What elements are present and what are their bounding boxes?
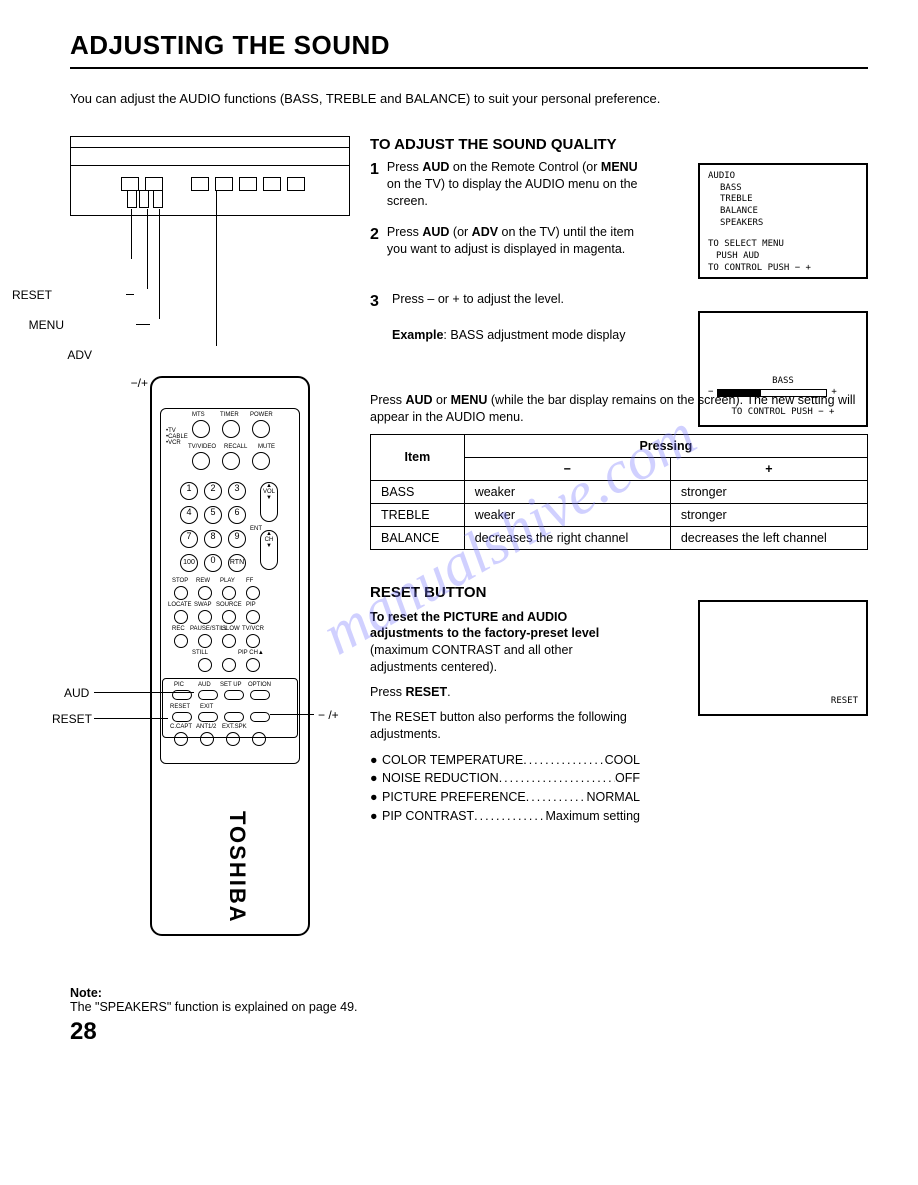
page-title: ADJUSTING THE SOUND (70, 30, 868, 61)
section-heading-reset: RESET BUTTON (370, 584, 640, 601)
adjustment-table: Item Pressing − + BASSweakerstronger TRE… (370, 434, 868, 550)
reset-adjustment-list: ●COLOR TEMPERATURE......................… (370, 751, 640, 826)
tv-label-adv: ADV (32, 348, 92, 362)
step-3: 3 Press – or + to adjust the level. (370, 291, 640, 313)
tv-panel-diagram (70, 136, 350, 216)
remote-label-plusminus: − /+ (318, 708, 339, 722)
press-reset: Press RESET. (370, 684, 640, 701)
brand-logo: TOSHIBA (224, 811, 250, 924)
footnote: Note: The "SPEAKERS" function is explain… (70, 986, 868, 1014)
section-heading-adjust: TO ADJUST THE SOUND QUALITY (370, 136, 868, 153)
remote-label-aud: AUD (64, 686, 89, 700)
remote-label-reset: RESET (52, 712, 92, 726)
remote-diagram: MTS TIMER POWER •TV•CABLE•VCR TV/VIDEO R… (70, 376, 350, 936)
table-row: BASSweakerstronger (371, 480, 868, 503)
osd-screen-reset: RESET (698, 600, 868, 716)
reset-also: The RESET button also performs the follo… (370, 709, 640, 743)
reset-intro: To reset the PICTURE and AUDIO adjustmen… (370, 609, 640, 677)
step-1: 1 Press AUD on the Remote Control (or ME… (370, 159, 640, 210)
table-row: BALANCEdecreases the right channeldecrea… (371, 526, 868, 549)
step-example: Example: BASS adjustment mode display (392, 327, 640, 344)
title-rule (70, 67, 868, 69)
tv-label-reset: RESET (0, 288, 52, 302)
intro-text: You can adjust the AUDIO functions (BASS… (70, 91, 868, 106)
tv-label-menu: MENU (4, 318, 64, 332)
page-number: 28 (70, 1018, 868, 1046)
osd-screen-audio-menu: AUDIO BASS TREBLE BALANCE SPEAKERS TO SE… (698, 163, 868, 279)
step-2: 2 Press AUD (or ADV on the TV) until the… (370, 224, 640, 258)
osd-screen-bass: BASS − + TO CONTROL PUSH − + (698, 311, 868, 427)
table-row: TREBLEweakerstronger (371, 503, 868, 526)
